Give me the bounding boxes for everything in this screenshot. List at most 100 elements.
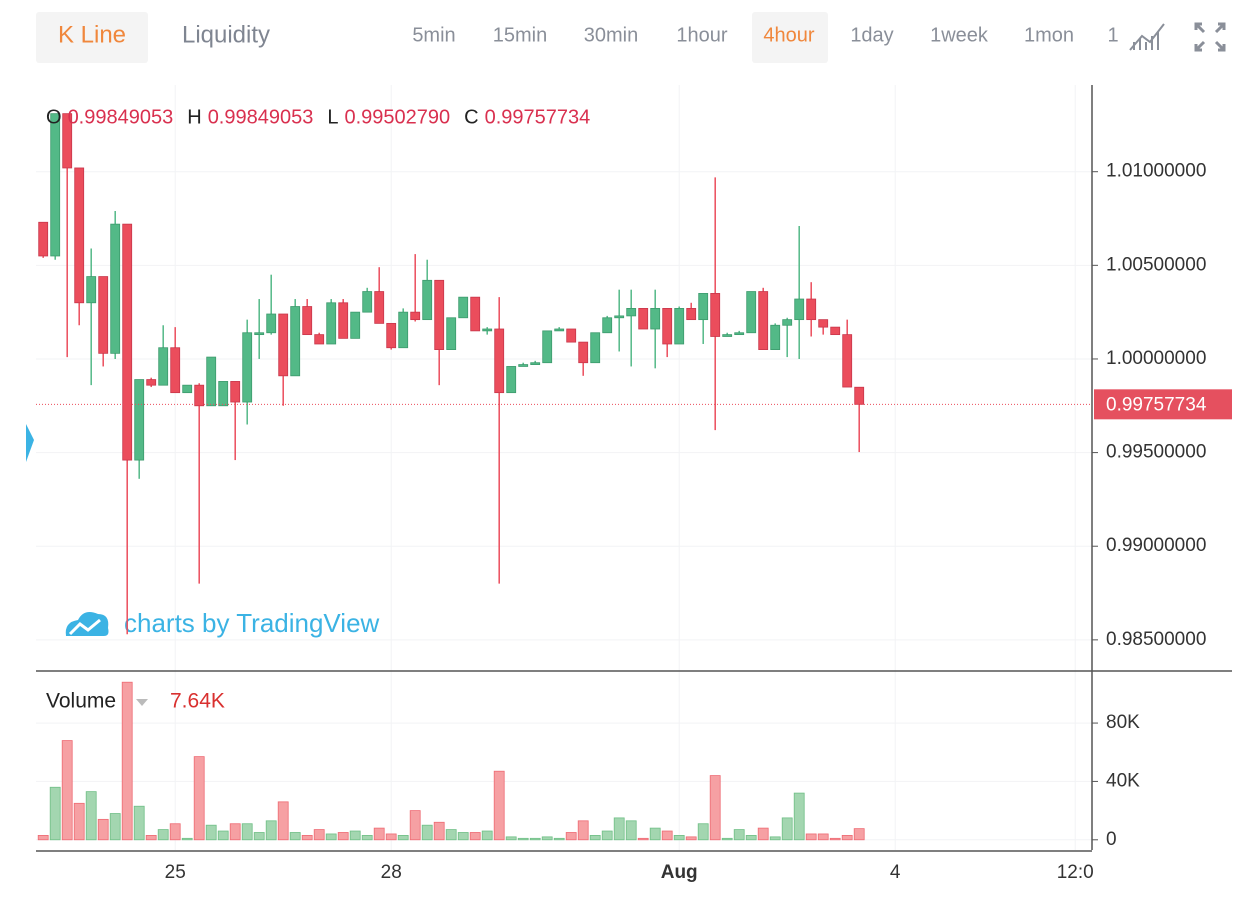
side-toggle[interactable] xyxy=(26,424,34,462)
candle-body xyxy=(242,332,253,403)
volume-bar xyxy=(229,823,241,841)
x-tick-label: 25 xyxy=(165,862,186,883)
volume-bar xyxy=(145,835,157,841)
interval[interactable]: 1hour xyxy=(676,24,727,46)
candle-body xyxy=(458,296,469,319)
candle-body xyxy=(626,308,637,317)
candle-body xyxy=(494,328,505,394)
candle-body xyxy=(746,291,757,334)
candle-body xyxy=(362,291,373,313)
volume-bar xyxy=(361,835,373,841)
candle-body xyxy=(482,328,493,332)
volume-bar xyxy=(133,805,145,841)
volume-bar xyxy=(97,818,109,841)
interval[interactable]: 1 xyxy=(1107,24,1118,46)
candle-body xyxy=(698,293,709,321)
volume-bar xyxy=(697,823,709,841)
interval[interactable]: 1week xyxy=(930,24,989,46)
volume-value: 7.64K xyxy=(170,690,225,713)
volume-bar xyxy=(181,837,193,841)
volume-bar xyxy=(265,820,277,841)
interval[interactable]: 4hour xyxy=(763,24,814,46)
volume-bar xyxy=(301,835,313,841)
candle-body xyxy=(338,302,349,339)
volume-bar xyxy=(445,829,457,841)
y-tick-label: 0.98500000 xyxy=(1106,629,1206,650)
ohlc-name: O xyxy=(46,106,62,128)
interval-bg xyxy=(752,12,828,63)
volume-bar xyxy=(109,813,121,841)
candle-body xyxy=(410,311,421,321)
y-tick-label: 0 xyxy=(1106,829,1117,850)
candle-body xyxy=(854,386,865,405)
candle-body xyxy=(674,308,685,345)
candle-body xyxy=(602,317,613,334)
candle-body xyxy=(758,291,769,350)
y-tick-label: 1.00500000 xyxy=(1106,254,1206,275)
candle-body xyxy=(266,313,277,334)
volume-bar xyxy=(481,830,493,841)
candle-body xyxy=(818,319,829,328)
volume-bar xyxy=(421,824,433,841)
volume-bar xyxy=(841,835,853,841)
volume-bar xyxy=(205,824,217,841)
volume-dropdown[interactable] xyxy=(136,699,148,706)
volume-bar xyxy=(337,832,349,841)
x-tick-label: 4 xyxy=(890,862,901,883)
candle-body xyxy=(326,302,337,345)
candle-body xyxy=(290,306,301,377)
tab[interactable]: K Line xyxy=(58,21,126,48)
candle-body xyxy=(182,384,193,394)
candle-body xyxy=(734,332,745,336)
volume-bar xyxy=(793,792,805,841)
candle-body xyxy=(566,328,577,343)
candle-body xyxy=(254,332,265,336)
volume-bar xyxy=(817,833,829,841)
candle-body xyxy=(806,298,817,321)
interval[interactable]: 5min xyxy=(412,24,455,46)
candle-body xyxy=(386,322,397,349)
volume-bar xyxy=(373,827,385,841)
candle-body xyxy=(434,279,445,350)
candle-body xyxy=(134,379,145,461)
tab[interactable]: Liquidity xyxy=(182,21,270,48)
volume-bar xyxy=(493,770,505,841)
volume-bar xyxy=(217,830,229,841)
candle-body xyxy=(830,326,841,336)
volume-bar xyxy=(289,832,301,841)
candle-body xyxy=(194,384,205,407)
volume-bar xyxy=(73,802,85,841)
volume-bar xyxy=(649,827,661,841)
candle-body xyxy=(638,308,649,330)
candle-body xyxy=(50,113,61,257)
volume-bar xyxy=(61,740,73,841)
volume-bar xyxy=(85,791,97,841)
candle-body xyxy=(62,113,73,169)
candle-body xyxy=(842,334,853,388)
candle-body xyxy=(398,311,409,349)
volume-bar xyxy=(241,823,253,841)
volume-bar xyxy=(757,827,769,841)
candle-body xyxy=(770,324,781,350)
volume-bar xyxy=(121,681,133,841)
last-price-tag xyxy=(1094,389,1232,420)
volume-bar xyxy=(385,833,397,841)
fullscreen-icon[interactable] xyxy=(1194,22,1226,52)
x-tick-label: 28 xyxy=(381,862,402,883)
volume-bar xyxy=(601,830,613,841)
interval[interactable]: 1day xyxy=(850,24,893,46)
candle-body xyxy=(158,347,169,386)
candle-body xyxy=(110,223,121,354)
candle-body xyxy=(98,276,109,354)
interval[interactable]: 30min xyxy=(584,24,638,46)
volume-bar xyxy=(277,801,289,841)
interval[interactable]: 1mon xyxy=(1024,24,1074,46)
candle-body xyxy=(218,381,229,407)
volume-bar xyxy=(733,829,745,841)
volume-bar xyxy=(553,837,565,841)
volume-bar xyxy=(577,820,589,841)
ohlc-name: H xyxy=(187,106,201,128)
interval[interactable]: 15min xyxy=(493,24,547,46)
y-tick-label: 0.99500000 xyxy=(1106,442,1206,463)
